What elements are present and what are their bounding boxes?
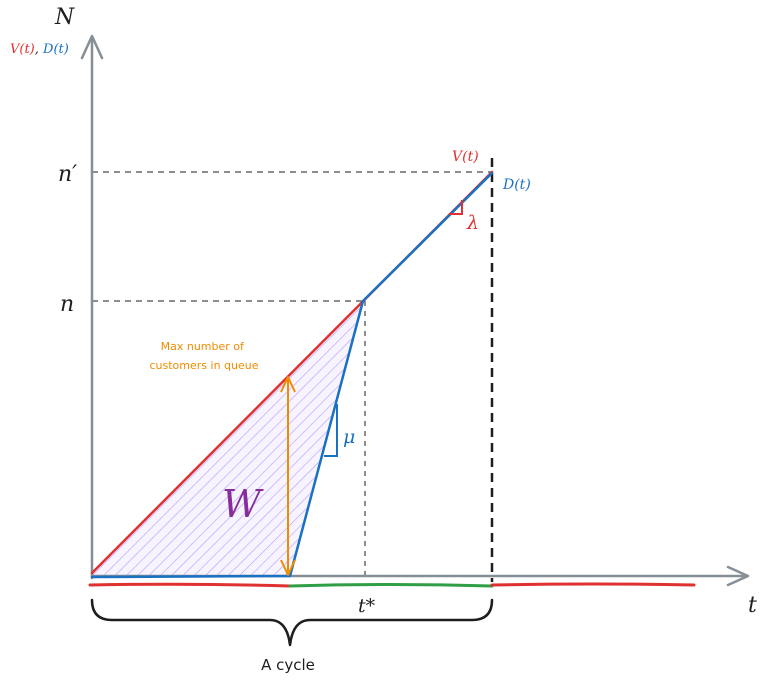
y-axis-subtitle-sep: , xyxy=(35,42,43,57)
departures-line xyxy=(90,171,494,579)
tick-n-prime: n′ xyxy=(58,162,77,187)
cycle-brace xyxy=(90,598,494,647)
arrivals-label: V(t) xyxy=(452,149,479,165)
tick-t-star: t* xyxy=(358,595,376,617)
y-axis-subtitle: V(t), D(t) xyxy=(10,42,69,57)
service-slope-marker xyxy=(324,404,338,457)
max-queue-arrowhead-bottom xyxy=(280,559,296,576)
waiting-area-label: W xyxy=(222,482,264,526)
service-slope-label: μ xyxy=(343,426,355,448)
max-queue-label-line-1: Max number of xyxy=(161,340,245,353)
y-axis-label: N xyxy=(54,5,75,30)
idle-period-bar-left xyxy=(88,582,292,588)
tick-n: n xyxy=(60,292,74,317)
departures-label: D(t) xyxy=(502,177,531,193)
max-queue-arrowhead-top xyxy=(280,376,296,393)
x-axis-label: t xyxy=(748,593,757,618)
y-axis-arrowhead xyxy=(80,34,104,60)
idle-period-bar-right xyxy=(490,582,696,587)
max-queue-label: Max number of customers in queue xyxy=(149,340,258,372)
busy-period-bar xyxy=(288,583,494,588)
x-axis-arrowhead xyxy=(726,565,750,587)
cycle-label: A cycle xyxy=(261,656,315,674)
max-queue-label-line-2: customers in queue xyxy=(149,359,258,372)
y-axis-subtitle-d: D(t) xyxy=(42,42,69,57)
y-axis-subtitle-v: V(t) xyxy=(10,42,35,57)
arrival-slope-marker xyxy=(449,200,463,215)
arrival-slope-label: λ xyxy=(466,212,479,234)
